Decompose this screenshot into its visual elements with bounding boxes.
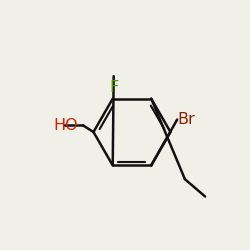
Text: HO: HO: [53, 118, 78, 133]
Text: F: F: [109, 80, 118, 95]
Text: Br: Br: [177, 112, 195, 127]
